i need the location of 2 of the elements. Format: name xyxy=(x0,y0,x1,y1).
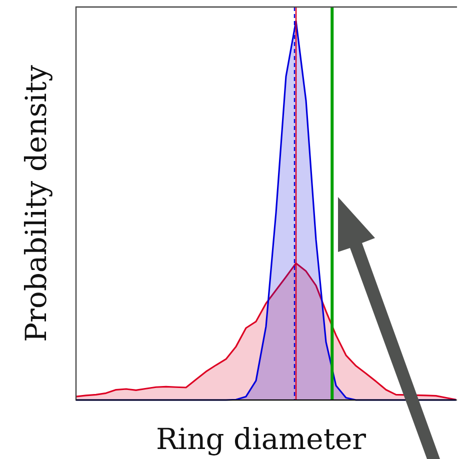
x-axis-title: Ring diameter xyxy=(156,422,366,456)
y-axis-title: Probability density xyxy=(19,64,53,342)
